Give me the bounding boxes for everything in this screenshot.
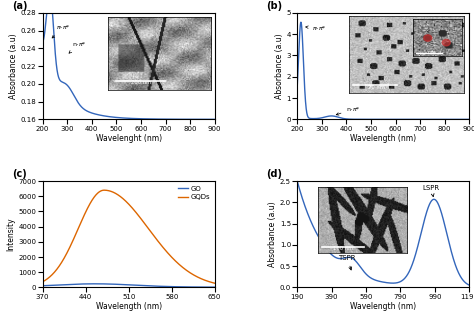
X-axis label: Wavelength (nm): Wavelength (nm) [350, 134, 416, 143]
Text: n-$\pi$*: n-$\pi$* [69, 40, 87, 53]
GQDs [50, 272, 56, 276]
Text: n-$\pi$*: n-$\pi$* [336, 105, 361, 115]
Y-axis label: Intensity: Intensity [7, 217, 16, 251]
Text: TSPR: TSPR [338, 255, 356, 270]
Line: GO: GO [43, 284, 215, 287]
Text: LSPR: LSPR [423, 184, 440, 197]
Y-axis label: Absorbance (a.u): Absorbance (a.u) [268, 202, 277, 267]
GO [50, 283, 56, 287]
GO [188, 285, 194, 289]
X-axis label: Wavelength (nm): Wavelength (nm) [350, 303, 416, 311]
GO [40, 284, 46, 288]
GQDs [101, 188, 107, 192]
GO [145, 284, 150, 288]
GQDs [145, 225, 150, 229]
Text: (a): (a) [12, 1, 27, 11]
GO [212, 285, 218, 289]
Legend: GO, GQDs: GO, GQDs [176, 184, 211, 201]
GQDs [171, 257, 176, 261]
GQDs [188, 271, 194, 275]
GQDs [150, 232, 155, 236]
GO [150, 284, 155, 288]
GO [171, 285, 176, 289]
Text: $\pi$-$\pi$*: $\pi$-$\pi$* [52, 23, 71, 38]
Text: (d): (d) [266, 169, 283, 179]
GQDs [40, 280, 46, 284]
Text: (c): (c) [12, 169, 27, 179]
GO [140, 284, 146, 287]
X-axis label: Wavelength (nm): Wavelength (nm) [96, 303, 162, 311]
GQDs [140, 219, 146, 223]
GQDs [212, 281, 218, 285]
Text: (b): (b) [266, 1, 283, 11]
Text: $\pi$-$\pi$*: $\pi$-$\pi$* [306, 24, 327, 32]
GO [92, 282, 98, 286]
Y-axis label: Absorbance (a.u): Absorbance (a.u) [275, 33, 284, 99]
X-axis label: Wavelenght (nm): Wavelenght (nm) [96, 134, 162, 143]
Y-axis label: Absorbance (a.u): Absorbance (a.u) [9, 33, 18, 99]
Line: GQDs: GQDs [43, 190, 215, 283]
